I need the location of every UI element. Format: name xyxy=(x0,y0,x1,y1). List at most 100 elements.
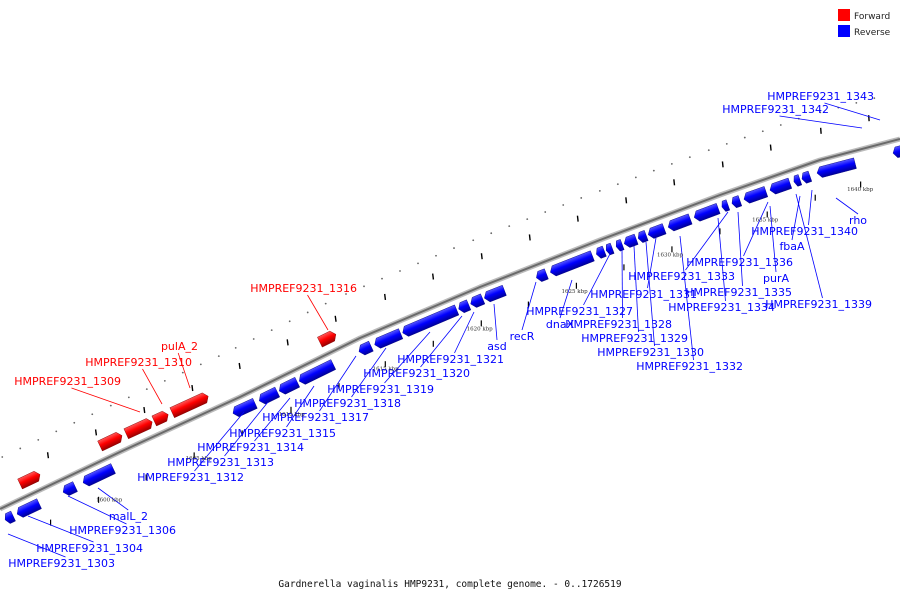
forward-gene[interactable] xyxy=(151,410,171,427)
tick-dot xyxy=(634,176,637,179)
gene-label: HMPREF9231_1332 xyxy=(636,360,743,373)
tick-dot xyxy=(1,456,4,458)
leader-line xyxy=(685,211,729,271)
gene-label: HMPREF9231_1309 xyxy=(14,375,121,388)
tick-dot xyxy=(381,277,383,280)
reverse-gene[interactable] xyxy=(457,299,472,314)
gene-labels: HMPREF9231_1343HMPREF9231_1342rhoHMPREF9… xyxy=(8,90,874,570)
tick-dot xyxy=(270,329,273,332)
tick-dot xyxy=(508,225,511,228)
gene-label: recR xyxy=(510,330,535,343)
tick-dot xyxy=(37,438,40,441)
leader-line xyxy=(737,211,743,287)
major-tick xyxy=(480,253,483,260)
reverse-gene[interactable] xyxy=(768,177,793,195)
major-tick xyxy=(143,406,146,414)
reverse-gene[interactable] xyxy=(469,293,486,309)
leader-line xyxy=(779,115,863,129)
tick-dot xyxy=(526,218,529,221)
kbp-label: 1630 kbp xyxy=(657,252,684,258)
reverse-gene[interactable] xyxy=(81,463,116,488)
tick-dot xyxy=(725,142,728,145)
kbp-label: 1600 kbp xyxy=(96,497,123,503)
forward-gene[interactable] xyxy=(169,391,211,418)
reverse-gene[interactable] xyxy=(534,268,549,283)
reverse-gene[interactable] xyxy=(257,386,280,406)
forward-gene[interactable] xyxy=(17,470,43,490)
major-tick-marks xyxy=(46,115,870,526)
kbp-label: 1635 kbp xyxy=(752,218,779,224)
leader-line xyxy=(824,102,881,121)
reverse-gene[interactable] xyxy=(15,498,42,519)
reverse-gene[interactable] xyxy=(800,170,813,184)
genome-backbone xyxy=(0,136,900,512)
tick-dot xyxy=(544,211,547,213)
tick-dot xyxy=(779,124,782,126)
reverse-gene[interactable] xyxy=(401,304,460,338)
reverse-gene[interactable] xyxy=(646,223,667,240)
tick-dot xyxy=(127,396,130,399)
reverse-gene[interactable] xyxy=(622,233,639,249)
major-tick xyxy=(238,362,241,370)
reverse-gene[interactable] xyxy=(604,242,615,256)
leader-line xyxy=(97,487,129,511)
tick-dot xyxy=(324,302,327,305)
reverse-gene[interactable] xyxy=(792,174,803,187)
reverse-gene[interactable] xyxy=(548,250,595,278)
forward-gene[interactable] xyxy=(317,329,338,348)
reverse-gene[interactable] xyxy=(231,398,258,418)
reverse-gene[interactable] xyxy=(742,186,769,204)
tick-dot xyxy=(234,346,237,349)
reverse-gene[interactable] xyxy=(594,245,607,259)
reverse-gene[interactable] xyxy=(3,510,16,525)
kbp-label: 1625 kbp xyxy=(562,289,589,295)
tick-dot xyxy=(652,169,655,172)
reverse-gene[interactable] xyxy=(892,145,900,158)
gene-label: HMPREF9231_1315 xyxy=(229,427,336,440)
reverse-gene[interactable] xyxy=(730,195,743,209)
reverse-gene[interactable] xyxy=(482,284,507,303)
tick-dot xyxy=(873,97,876,100)
leader-line xyxy=(224,401,269,457)
leader-line xyxy=(645,241,655,347)
legend-forward-swatch xyxy=(838,9,850,21)
tick-dot xyxy=(109,404,112,407)
reverse-gene[interactable] xyxy=(61,481,78,498)
leader-line xyxy=(835,197,859,215)
reverse-gene[interactable] xyxy=(666,213,693,233)
gene-label: malL_2 xyxy=(109,510,148,523)
tick-dot xyxy=(670,163,673,165)
leader-line xyxy=(319,355,357,412)
tick-dot xyxy=(761,130,764,133)
gene-label: HMPREF9231_1333 xyxy=(628,270,735,283)
reverse-gene[interactable] xyxy=(614,239,625,252)
tick-dot xyxy=(453,247,455,249)
minor-tick-dots xyxy=(1,97,876,458)
major-tick xyxy=(334,315,337,322)
forward-gene[interactable] xyxy=(97,431,125,452)
reverse-gene[interactable] xyxy=(297,359,336,387)
legend-reverse-label: Reverse xyxy=(854,28,891,38)
gene-label: HMPREF9231_1310 xyxy=(85,356,192,369)
reverse-gene[interactable] xyxy=(816,157,857,179)
gene-features[interactable] xyxy=(3,145,900,525)
gene-label: pulA_2 xyxy=(161,340,198,353)
forward-gene[interactable] xyxy=(123,417,155,440)
gene-label: HMPREF9231_1303 xyxy=(8,557,115,570)
leader-line xyxy=(177,352,191,389)
reverse-gene[interactable] xyxy=(720,199,731,212)
reverse-gene[interactable] xyxy=(277,376,300,396)
leader-line xyxy=(286,385,315,428)
reverse-gene[interactable] xyxy=(373,328,404,350)
reverse-gene[interactable] xyxy=(357,340,374,356)
tick-dot xyxy=(417,262,419,265)
major-tick xyxy=(383,293,387,300)
leader-line xyxy=(633,245,639,333)
major-tick xyxy=(625,197,628,204)
gene-label: HMPREF9231_1335 xyxy=(685,286,792,299)
gene-label: HMPREF9231_1319 xyxy=(327,383,434,396)
gene-label: HMPREF9231_1330 xyxy=(597,346,704,359)
reverse-gene[interactable] xyxy=(692,203,721,222)
kbp-label: 1615 kbp xyxy=(373,367,400,373)
reverse-gene[interactable] xyxy=(636,230,649,243)
